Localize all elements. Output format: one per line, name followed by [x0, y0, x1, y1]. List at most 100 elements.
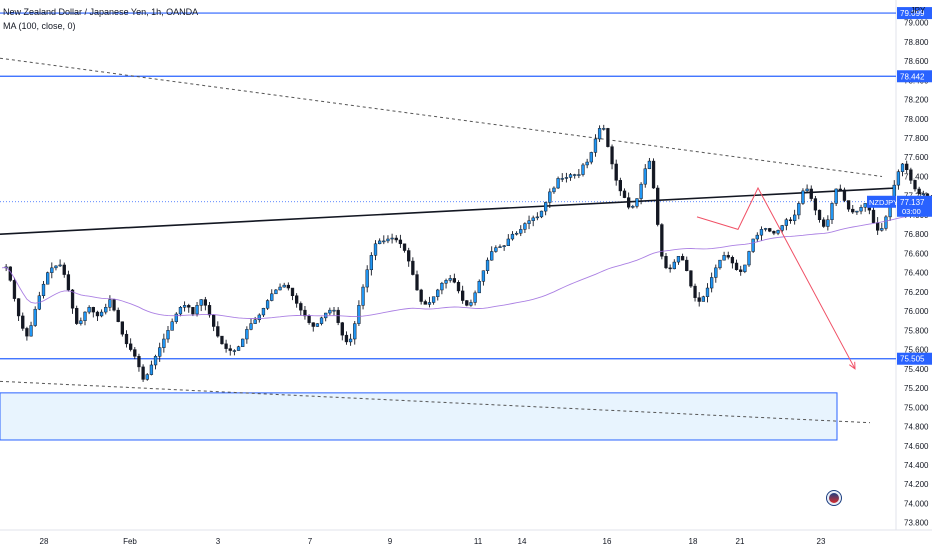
candle [46, 271, 50, 285]
candle-body [365, 269, 369, 288]
y-tick-label: 77.600 [904, 153, 929, 162]
candle [527, 215, 531, 230]
candle-body [846, 200, 851, 210]
x-tick-label: 11 [474, 537, 483, 546]
candle-body [672, 261, 676, 270]
countdown-text: 03:00 [902, 207, 921, 216]
candle [851, 204, 855, 214]
y-tick-label: 77.800 [904, 134, 929, 143]
candle [660, 223, 664, 260]
y-tick-label: 78.600 [904, 57, 929, 66]
candle-body [58, 264, 62, 267]
candle-body [871, 209, 876, 223]
candle-body [357, 305, 361, 324]
candle [75, 305, 79, 325]
candle-body [784, 219, 789, 226]
y-tick-label: 74.200 [904, 480, 929, 489]
x-tick-label: 9 [388, 537, 393, 546]
candle [676, 256, 681, 265]
candle-body [842, 189, 847, 201]
candle-body [618, 180, 623, 192]
candle [859, 204, 863, 215]
candle-body [834, 188, 838, 204]
candle-body [676, 256, 681, 263]
candle-body [29, 325, 33, 337]
candle [826, 215, 830, 231]
candle [548, 188, 552, 209]
candle [340, 321, 344, 341]
candle-body [722, 255, 726, 261]
candle [270, 289, 274, 302]
candle [353, 320, 357, 345]
candle [257, 313, 261, 323]
candle [407, 247, 411, 267]
candle-body [917, 188, 921, 195]
candle [805, 184, 809, 193]
candle-body [730, 257, 735, 264]
candle-body [241, 338, 245, 347]
candle [249, 318, 253, 331]
candle [33, 306, 37, 327]
candle [473, 290, 477, 306]
candle [498, 244, 502, 248]
candle-body [639, 183, 643, 199]
price-label-text: 75.505 [900, 355, 925, 364]
candle [62, 262, 66, 278]
candle-body [46, 272, 50, 285]
y-tick-label: 77.400 [904, 172, 929, 181]
candle [544, 201, 548, 216]
candle [739, 265, 743, 276]
candle [274, 289, 278, 295]
candle-body [116, 309, 120, 322]
y-tick-label: 73.800 [904, 519, 929, 528]
candle [328, 307, 332, 316]
candle [278, 283, 282, 291]
candle [332, 307, 336, 316]
candle-body [589, 152, 593, 163]
candle [776, 229, 780, 236]
candle-body [16, 298, 21, 317]
candle-body [734, 262, 739, 271]
candle [759, 226, 764, 241]
price-scale [896, 0, 932, 550]
candle-body [817, 209, 822, 221]
candle [593, 134, 598, 157]
candle-body [697, 297, 701, 302]
candle [730, 255, 735, 269]
candle [896, 169, 901, 190]
candle [581, 163, 585, 177]
candle-body [415, 274, 419, 291]
candle-body [427, 302, 432, 305]
candle [755, 232, 759, 243]
candle-body [884, 216, 888, 229]
y-tick-label: 75.600 [904, 346, 929, 355]
candle-body [124, 333, 129, 345]
candle [718, 259, 722, 270]
candle-body [710, 277, 714, 289]
candle-body [768, 228, 772, 232]
candle [830, 202, 834, 224]
candle [141, 364, 145, 382]
candle [788, 217, 793, 224]
candle [129, 338, 133, 352]
candle [398, 234, 403, 248]
candle-body [361, 286, 365, 306]
candle [797, 201, 801, 220]
candle [461, 285, 465, 304]
candle-body [216, 326, 220, 337]
demand-zone [0, 392, 838, 441]
candle [701, 295, 706, 302]
candle-body [606, 128, 610, 147]
candle [772, 230, 776, 236]
candle-body [838, 188, 842, 191]
candle [348, 333, 353, 346]
candle-body [265, 300, 270, 309]
candle [618, 177, 623, 196]
candle [880, 223, 884, 232]
candle-body [913, 180, 917, 190]
candle [863, 203, 867, 212]
candle-body [66, 274, 71, 291]
candle-body [900, 163, 905, 172]
